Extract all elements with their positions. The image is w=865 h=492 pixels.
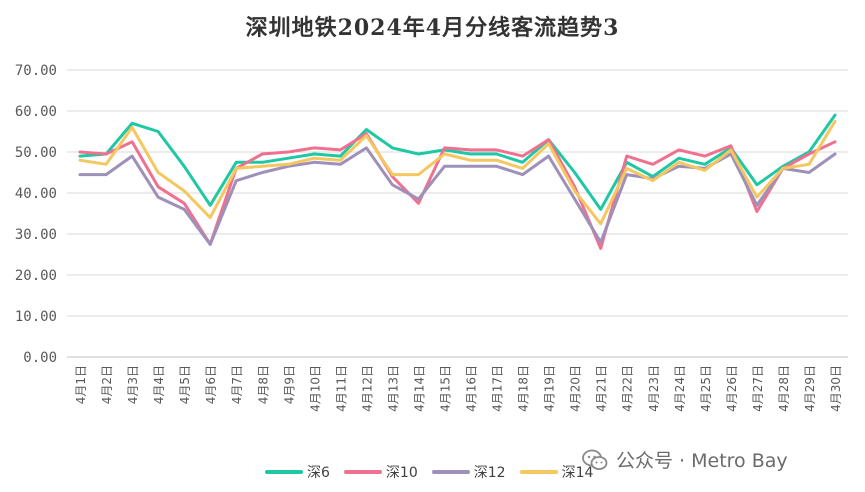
x-tick-label: 4月25日 xyxy=(699,365,713,412)
legend-item-shen14[interactable]: 深14 xyxy=(519,462,594,482)
x-tick-label: 4月29日 xyxy=(803,365,817,412)
y-tick-label: 30.00 xyxy=(15,227,57,243)
legend-label: 深14 xyxy=(561,465,594,481)
x-tick-label: 4月8日 xyxy=(256,365,270,404)
x-tick-label: 4月14日 xyxy=(412,365,426,412)
grid-lines xyxy=(67,69,848,358)
x-tick-label: 4月10日 xyxy=(308,365,322,412)
chart-title: 深圳地铁2024年4月分线客流趋势3 xyxy=(245,15,620,41)
wechat-icon xyxy=(582,449,608,470)
x-tick-label: 4月5日 xyxy=(178,365,192,404)
x-tick-label: 4月22日 xyxy=(621,365,635,412)
legend-label: 深12 xyxy=(473,465,506,481)
legend-swatch xyxy=(265,470,303,474)
legend-label: 深6 xyxy=(307,465,330,481)
watermark: 公众号 · Metro Bay xyxy=(582,446,788,473)
x-tick-label: 4月1日 xyxy=(74,365,88,404)
series-lines xyxy=(78,113,837,250)
x-tick-label: 4月15日 xyxy=(438,365,452,412)
x-tick-label: 4月7日 xyxy=(230,365,244,404)
series-line-shen12 xyxy=(78,146,837,246)
x-tick-label: 4月23日 xyxy=(647,365,661,412)
x-tick-label: 4月2日 xyxy=(100,365,114,404)
legend-swatch xyxy=(431,470,470,474)
x-tick-label: 4月17日 xyxy=(491,365,505,412)
x-tick-label: 4月24日 xyxy=(673,365,687,412)
x-tick-labels: 4月1日 4月2日 4月3日 4月4日 4月5日 4月6日 4月7日 4月8日 4月9日 4月10… xyxy=(74,365,843,412)
x-tick-label: 4月3日 xyxy=(126,365,140,404)
x-tick-label: 4月9日 xyxy=(282,365,296,404)
x-tick-label: 4月19日 xyxy=(543,365,557,412)
legend-swatch xyxy=(519,470,558,474)
y-tick-label: 60.00 xyxy=(15,104,57,120)
y-tick-label: 20.00 xyxy=(15,268,57,284)
x-tick-label: 4月12日 xyxy=(360,365,374,412)
x-tick-label: 4月6日 xyxy=(204,365,218,404)
x-tick-label: 4月13日 xyxy=(386,365,400,412)
legend: 深6 深10 深12 深14 xyxy=(265,462,607,482)
x-tick-label: 4月11日 xyxy=(334,365,348,412)
legend-swatch xyxy=(343,470,382,474)
x-tick-label: 4月28日 xyxy=(777,365,791,412)
y-tick-label: 10.00 xyxy=(15,309,57,325)
x-tick-label: 4月18日 xyxy=(517,365,531,412)
x-tick-label: 4月26日 xyxy=(725,365,739,412)
y-tick-label: 50.00 xyxy=(15,145,57,161)
y-tick-labels: 0.00 10.00 20.00 30.00 40.00 50.00 60.00 70.00 xyxy=(15,63,57,366)
x-tick-label: 4月4日 xyxy=(152,365,166,404)
legend-item-shen10[interactable]: 深10 xyxy=(343,462,418,482)
watermark-text: 公众号 · Metro Bay xyxy=(616,450,788,472)
legend-item-shen6[interactable]: 深6 xyxy=(265,462,330,482)
x-tick-label: 4月16日 xyxy=(465,365,479,412)
series-line-shen6 xyxy=(78,113,837,211)
x-tick-label: 4月21日 xyxy=(595,365,609,412)
legend-label: 深10 xyxy=(385,465,418,481)
legend-item-shen12[interactable]: 深12 xyxy=(431,462,506,482)
x-tick-label: 4月30日 xyxy=(829,365,843,412)
y-tick-label: 0.00 xyxy=(23,350,57,366)
x-tick-label: 4月27日 xyxy=(751,365,765,412)
x-tick-label: 4月20日 xyxy=(569,365,583,412)
y-tick-label: 40.00 xyxy=(15,186,57,202)
y-tick-label: 70.00 xyxy=(15,63,57,79)
series-line-shen14 xyxy=(78,119,837,226)
